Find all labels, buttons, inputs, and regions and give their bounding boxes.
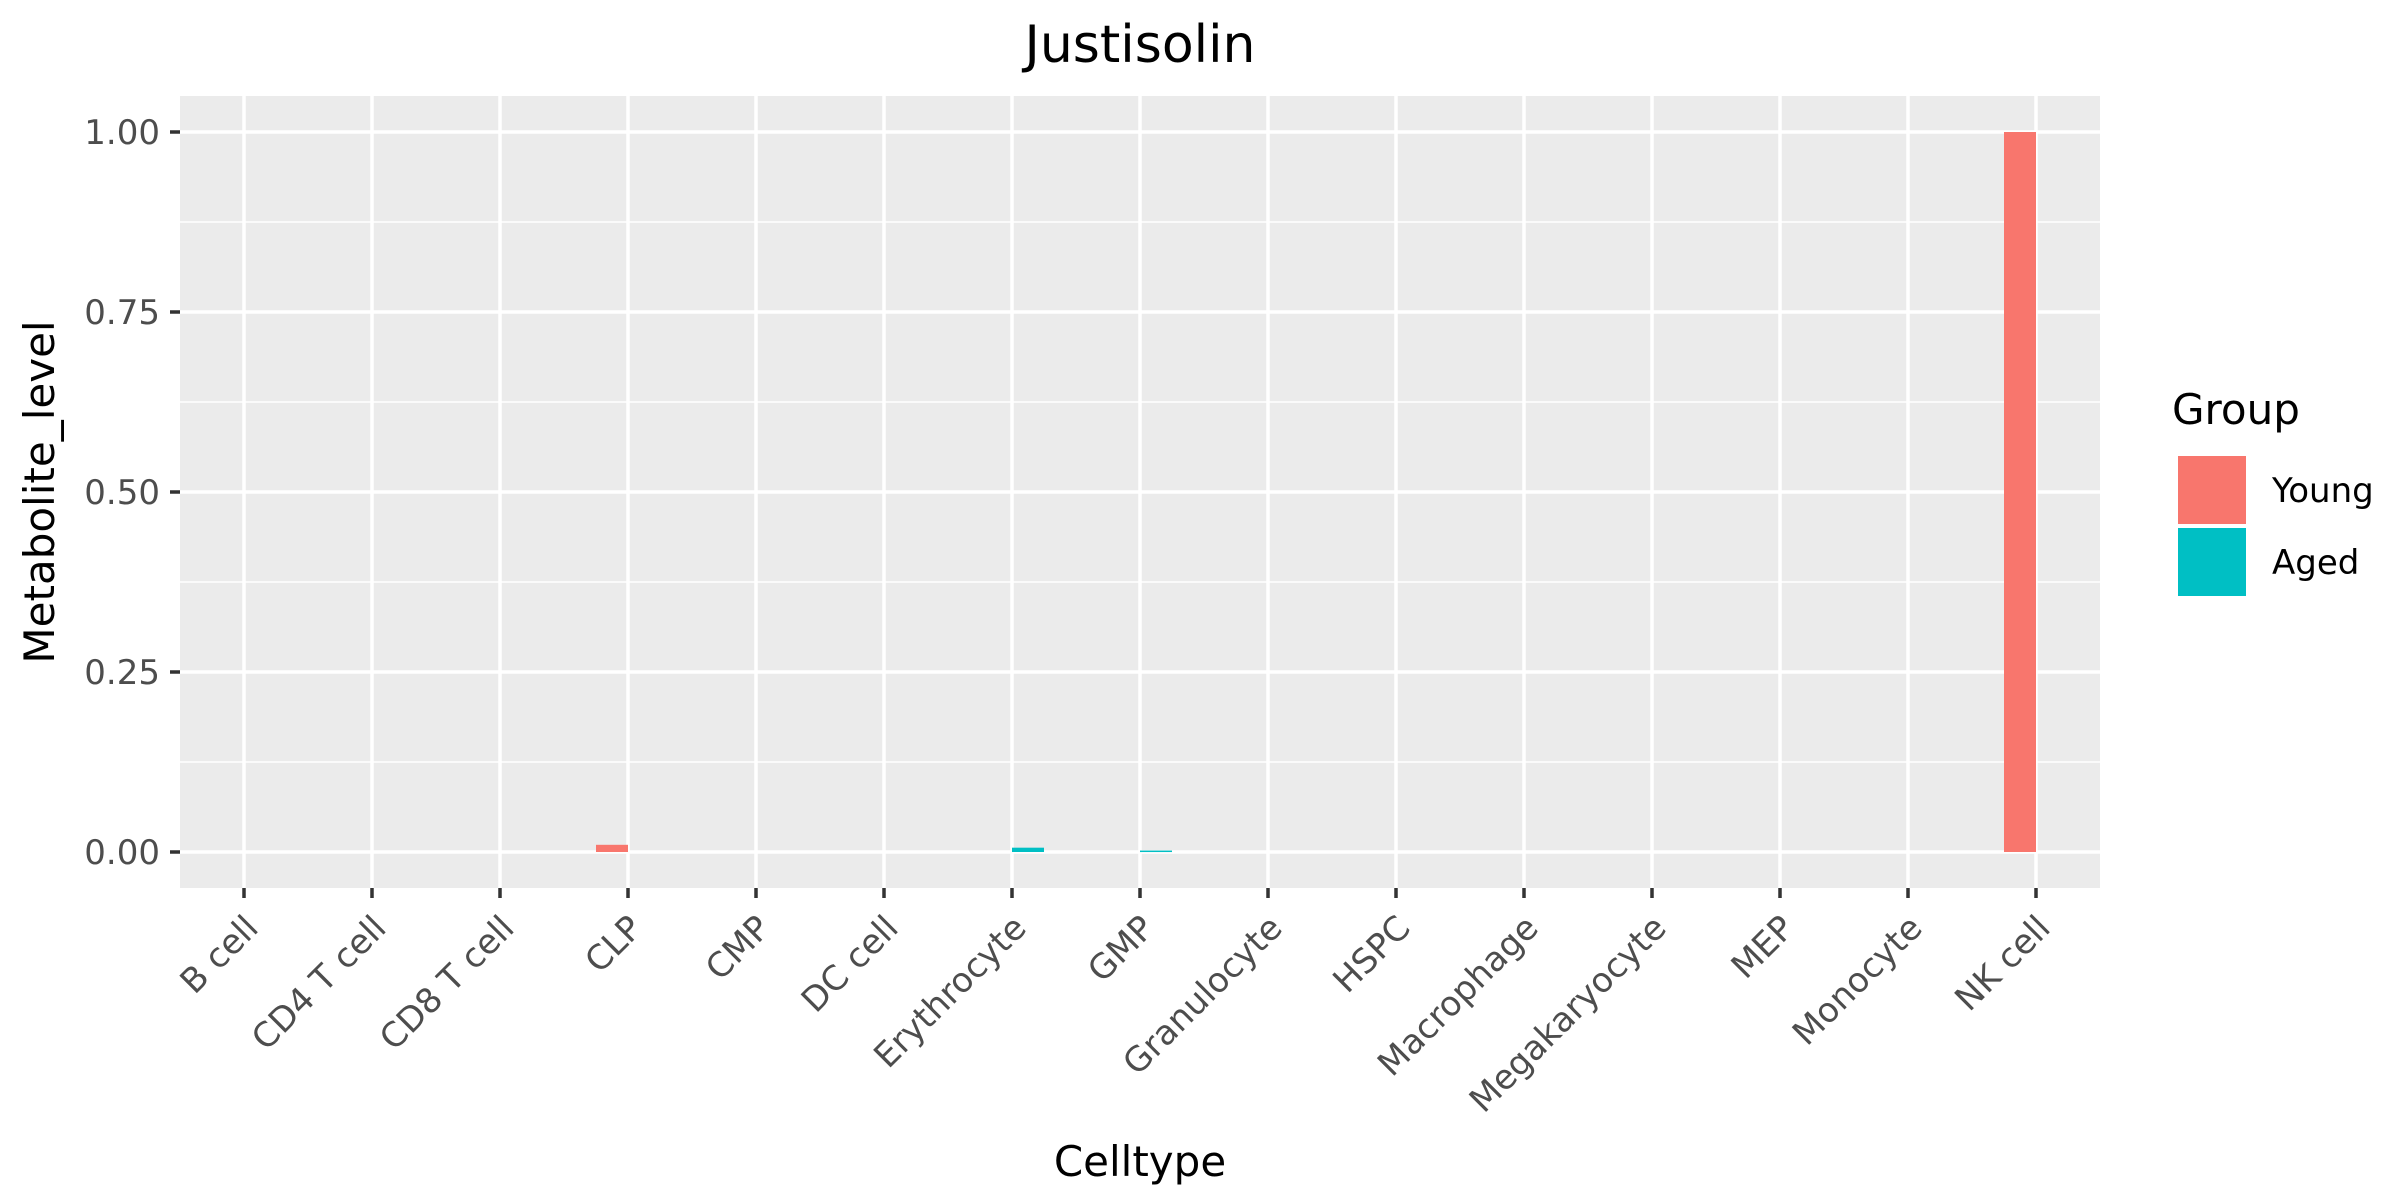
bars <box>596 132 2036 853</box>
legend-title: Group <box>2172 385 2300 434</box>
y-axis: 0.00 0.25 0.50 0.75 1.00 <box>84 113 180 873</box>
x-tick-label: MEP <box>1724 908 1803 987</box>
legend: Group Young Aged <box>2172 385 2374 596</box>
y-axis-title: Metabolite_level <box>15 320 64 663</box>
legend-label: Aged <box>2272 543 2359 583</box>
x-tick-label: B cell <box>173 908 267 1002</box>
y-tick-label: 0.25 <box>84 653 160 693</box>
x-tick-label: NK cell <box>1947 908 2058 1019</box>
x-tick-label: CLP <box>577 908 650 981</box>
bar-young <box>596 844 628 852</box>
y-tick-label: 0.00 <box>84 833 160 873</box>
y-tick-label: 0.50 <box>84 473 160 513</box>
x-tick-label: GMP <box>1080 908 1162 990</box>
bar-young <box>2004 132 2036 852</box>
x-tick-label: HSPC <box>1325 908 1418 1001</box>
x-axis-title: Celltype <box>1054 1137 1226 1186</box>
x-tick-label: CMP <box>698 908 778 988</box>
bar-aged <box>1140 850 1172 853</box>
x-tick-label: CD4 T cell <box>244 908 394 1058</box>
grid-major <box>180 96 2100 888</box>
x-tick-label: CD8 T cell <box>372 908 522 1058</box>
x-tick-label: Monocyte <box>1785 908 1930 1053</box>
x-tick-label: DC cell <box>794 908 907 1021</box>
y-tick-label: 1.00 <box>84 113 160 153</box>
chart-title: Justisolin <box>1022 15 1256 75</box>
legend-key-aged <box>2178 528 2246 596</box>
legend-key-young <box>2178 456 2246 524</box>
y-tick-label: 0.75 <box>84 293 160 333</box>
bar-aged <box>1012 847 1044 852</box>
legend-label: Young <box>2271 471 2374 511</box>
